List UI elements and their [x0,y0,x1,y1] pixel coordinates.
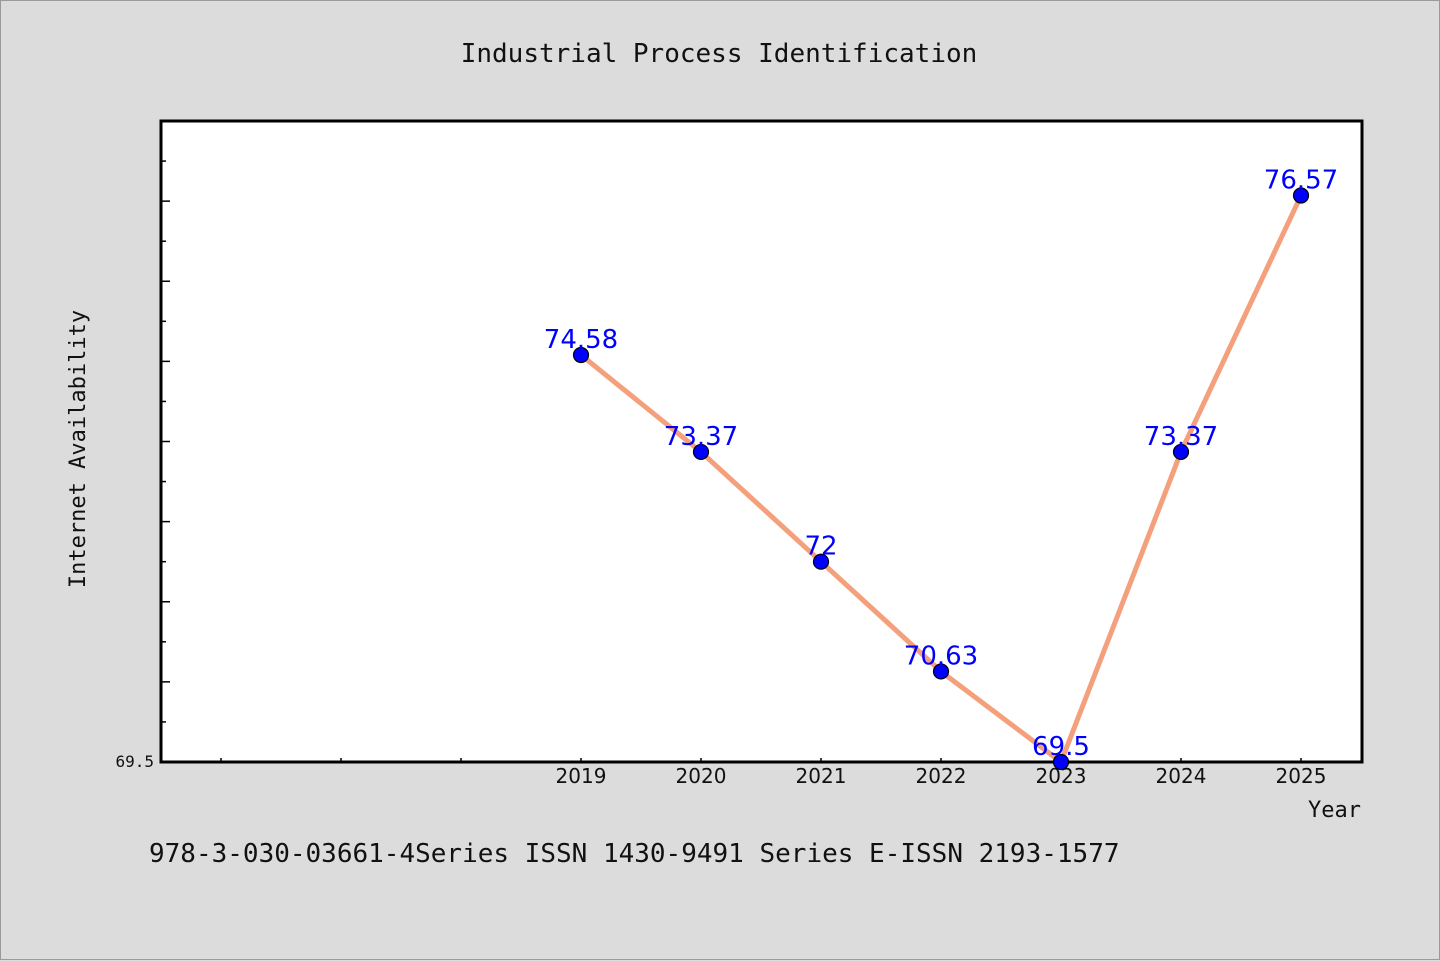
data-label: 73.37 [1144,422,1218,452]
data-labels: 74.58 73.37 72 70.63 69.5 73.37 76.57 [544,166,1338,762]
data-point-marker [1052,753,1070,771]
data-point-marker [692,443,710,461]
data-point-marker [1292,187,1310,204]
footer-identifier: 978-3-030-03661-4Series ISSN 1430-9491 S… [149,839,1120,869]
data-label: 74.58 [544,325,618,355]
data-points [572,187,1310,771]
x-tick-label: 2021 [796,764,847,788]
x-tick-labels: 2019 2020 2021 2022 2023 2024 2025 [556,764,1327,788]
y-tick-label: 69.5 [115,752,154,771]
x-tick-label: 2022 [916,764,967,788]
plot-border [159,119,1364,764]
data-point-marker [572,346,590,364]
data-point-marker [1172,443,1190,461]
data-point-marker [812,553,830,570]
plot-area [161,121,1362,762]
data-point-marker [932,663,950,680]
data-label: 72 [804,532,837,562]
x-tick-label: 2025 [1276,764,1327,788]
data-label: 69.5 [1032,732,1090,762]
x-tick-label: 2019 [556,764,607,788]
data-label: 76.57 [1264,166,1338,196]
x-tick-label: 2024 [1156,764,1207,788]
y-axis-label: Internet Availability [66,310,91,588]
x-tick-label: 2020 [676,764,727,788]
data-label: 73.37 [664,422,738,452]
x-axis-label: Year [1308,798,1361,823]
data-label: 70.63 [904,641,978,671]
chart-title: Industrial Process Identification [461,39,978,69]
